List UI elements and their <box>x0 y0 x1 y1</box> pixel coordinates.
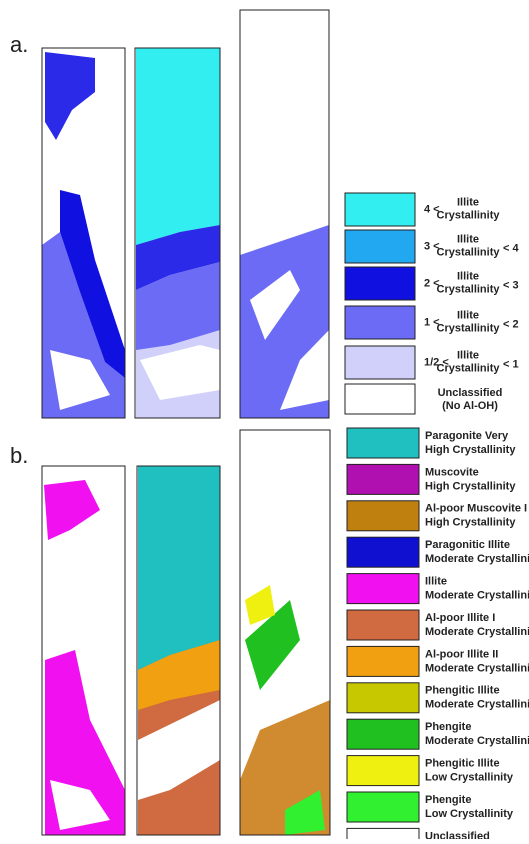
legend-name: Illite <box>457 233 479 245</box>
legend-text: Moderate Crystallinity <box>425 662 529 674</box>
legend-swatch <box>347 792 419 822</box>
legend-high: < 4 <box>503 242 519 254</box>
map-region <box>44 480 100 540</box>
legend-swatch <box>345 267 415 300</box>
legend-text: Low Crystallinity <box>425 772 514 784</box>
legend-swatch <box>345 306 415 339</box>
legend-text: Phengite <box>425 794 471 806</box>
legend-name: Illite <box>457 196 479 208</box>
legend-text: Paragonitic Illite <box>425 539 510 551</box>
legend-term: Crystallinity <box>437 283 501 295</box>
legend-swatch <box>345 230 415 263</box>
legend-text: Moderate Crystallinity <box>425 553 529 565</box>
legend-text: High Crystallinity <box>425 444 516 456</box>
map-region <box>138 466 220 670</box>
legend-text: Moderate Crystallinity <box>425 699 529 711</box>
legend-swatch <box>347 610 419 640</box>
map-region <box>45 52 95 140</box>
legend-text: Phengitic Illite <box>425 758 500 770</box>
legend-text: Low Crystallinity <box>425 808 514 820</box>
legend-text: Paragonite Very <box>425 430 509 442</box>
legend-term: Crystallinity <box>437 362 501 374</box>
legend-text: Unclassified <box>438 387 503 399</box>
panel-label: b. <box>10 443 28 468</box>
legend-swatch <box>347 683 419 713</box>
legend-term: Crystallinity <box>437 209 501 221</box>
legend-name: Illite <box>457 270 479 282</box>
panel-label: a. <box>10 32 28 57</box>
legend-text: Phengite <box>425 721 471 733</box>
legend-swatch <box>347 828 419 839</box>
legend-text: (No Al-OH) <box>442 400 498 412</box>
map-b2 <box>137 466 220 835</box>
legend-text: Al-poor Illite II <box>425 648 498 660</box>
legend-text: Al-poor Muscovite I <box>425 503 527 515</box>
legend-text: Moderate Crystallinity <box>425 590 529 602</box>
legend-swatch <box>347 574 419 604</box>
legend-text: Muscovite <box>425 466 479 478</box>
map-a3 <box>240 10 329 418</box>
legend-text: High Crystallinity <box>425 480 516 492</box>
legend-text: Illite <box>425 576 447 588</box>
legend-swatch <box>347 646 419 676</box>
legend-swatch <box>345 384 415 414</box>
legend-text: Unclassified <box>425 830 490 839</box>
legend-text: Al-poor Illite I <box>425 612 495 624</box>
legend-swatch <box>347 537 419 567</box>
legend-swatch <box>345 346 415 379</box>
map-b1 <box>42 466 125 835</box>
map-b3 <box>240 430 330 835</box>
legend-swatch <box>345 193 415 226</box>
legend-name: Illite <box>457 349 479 361</box>
legend-text: Moderate Crystallinity <box>425 626 529 638</box>
legend-high: < 1 <box>503 358 519 370</box>
legend-term: Crystallinity <box>437 246 501 258</box>
legend-high: < 2 <box>503 318 519 330</box>
legend-high: < 3 <box>503 279 519 291</box>
legend-swatch <box>347 428 419 458</box>
legend-term: Crystallinity <box>437 322 501 334</box>
legend-swatch <box>347 719 419 749</box>
legend-text: Phengitic Illite <box>425 685 500 697</box>
figure: a. b. 4 < <box>0 0 529 839</box>
map-a1 <box>42 48 125 418</box>
legend-name: Illite <box>457 309 479 321</box>
map-region <box>136 48 220 245</box>
map-a2 <box>135 48 220 418</box>
legend-swatch <box>347 501 419 531</box>
legend-text: High Crystallinity <box>425 517 516 529</box>
legend-text: Moderate Crystallinity <box>425 735 529 747</box>
legend-swatch <box>347 464 419 494</box>
legend-swatch <box>347 756 419 786</box>
